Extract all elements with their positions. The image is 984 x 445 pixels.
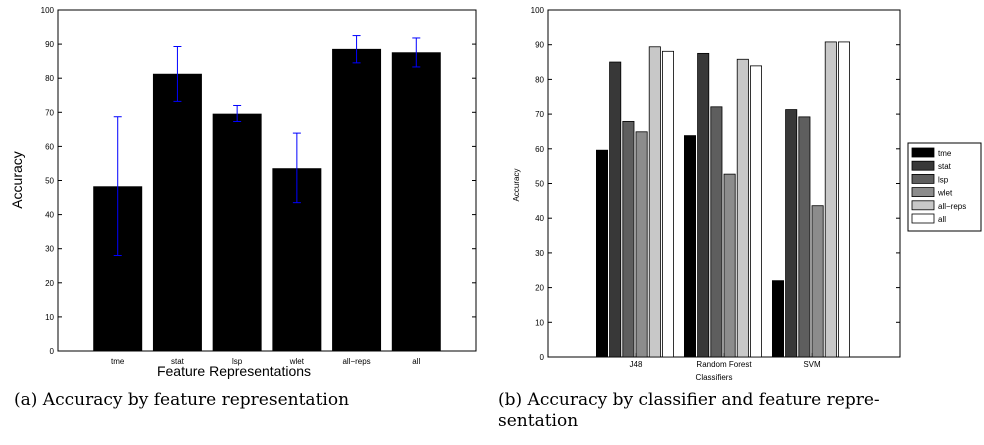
y-tick-label: 40 xyxy=(535,214,544,223)
y-tick-label: 90 xyxy=(535,41,544,50)
bar-svm-wlet xyxy=(811,205,824,358)
y-tick-label: 50 xyxy=(45,177,54,186)
y-tick-label: 40 xyxy=(45,211,54,220)
y-tick-label: 0 xyxy=(540,353,545,362)
caption-b: (b) Accuracy by classifier and feature r… xyxy=(498,390,984,432)
bar-random-forest-tme xyxy=(683,135,696,358)
y-tick-label: 70 xyxy=(45,108,54,117)
bar-svm-lsp xyxy=(798,116,811,358)
bar-svm-all xyxy=(837,41,850,358)
legend-label: stat xyxy=(938,162,952,171)
x-tick-label: stat xyxy=(171,357,185,366)
legend-swatch-stat xyxy=(911,160,935,171)
x-tick-label: lsp xyxy=(232,357,243,366)
y-tick-label: 0 xyxy=(50,347,55,356)
bar-random-forest-stat xyxy=(697,52,710,358)
bar-svm-stat xyxy=(785,109,798,358)
x-tick-label: Random Forest xyxy=(696,360,752,369)
y-axis-title-a: Accuracy xyxy=(9,151,25,209)
caption-b-line2: sentation xyxy=(498,411,579,431)
bar-svm-all-reps xyxy=(824,41,837,358)
y-tick-label: 70 xyxy=(535,110,544,119)
x-tick-label: all−reps xyxy=(342,357,370,366)
legend-label: lsp xyxy=(938,175,949,184)
bar-j48-lsp xyxy=(622,120,635,358)
caption-a: (a) Accuracy by feature representation xyxy=(14,390,350,410)
legend-label: tme xyxy=(938,149,952,158)
legend-box xyxy=(907,142,982,232)
bar-random-forest-wlet xyxy=(723,173,736,358)
legend-swatch-tme xyxy=(911,147,935,158)
y-tick-label: 80 xyxy=(45,74,54,83)
caption-b-line1: (b) Accuracy by classifier and feature r… xyxy=(498,390,880,410)
bar-svm-tme xyxy=(771,280,784,358)
y-tick-label: 20 xyxy=(45,279,54,288)
legend-swatch-all xyxy=(911,213,935,224)
chart-b: 0 10 20 30 40 50 60 70 80 90 100 J48 Random Forest S… xyxy=(512,6,982,382)
bar-j48-wlet xyxy=(635,131,648,358)
legend: tme stat lsp wlet all−reps all xyxy=(907,142,982,232)
bar-j48-stat xyxy=(609,61,622,358)
y-tick-label: 50 xyxy=(535,180,544,189)
bar-random-forest-lsp xyxy=(710,106,723,358)
y-tick-label: 20 xyxy=(535,284,544,293)
x-axis-title-b: Classifiers xyxy=(696,373,733,382)
y-tick-label: 10 xyxy=(535,318,544,327)
x-tick-label: wlet xyxy=(289,357,305,366)
legend-label: all−reps xyxy=(938,202,966,211)
x-axis-title-a: Feature Representations xyxy=(157,363,311,379)
bar-random-forest-all-reps xyxy=(736,58,749,358)
y-tick-label: 100 xyxy=(531,6,545,15)
y-tick-label: 60 xyxy=(45,142,54,151)
y-tick-label: 30 xyxy=(45,245,54,254)
x-tick-label: all xyxy=(412,357,420,366)
bar-all-reps xyxy=(332,48,382,352)
x-tick-label: tme xyxy=(111,357,125,366)
y-tick-label: 90 xyxy=(45,40,54,49)
x-tick-label: J48 xyxy=(630,360,643,369)
y-tick-label: 60 xyxy=(535,145,544,154)
bar-j48-tme xyxy=(596,149,609,358)
bar-j48-all xyxy=(661,50,674,358)
y-tick-label: 100 xyxy=(41,6,55,15)
bar-stat xyxy=(152,73,202,351)
bar-random-forest-all xyxy=(749,65,762,358)
bar-lsp xyxy=(212,113,262,351)
chart-a: 0 10 20 30 40 50 60 70 80 90 100 tme stat lsp wlet all… xyxy=(9,6,477,379)
bar-all xyxy=(391,52,441,352)
y-tick-label: 30 xyxy=(535,249,544,258)
x-tick-label: SVM xyxy=(803,360,821,369)
legend-label: all xyxy=(938,215,946,224)
legend-swatch-all-reps xyxy=(911,200,935,211)
y-tick-label: 80 xyxy=(535,75,544,84)
y-axis-title-b: Accuracy xyxy=(512,169,521,202)
bar-j48-all-reps xyxy=(648,46,661,358)
legend-swatch-lsp xyxy=(911,173,935,184)
legend-swatch-wlet xyxy=(911,187,935,198)
legend-label: wlet xyxy=(937,189,953,198)
y-tick-label: 10 xyxy=(45,313,54,322)
